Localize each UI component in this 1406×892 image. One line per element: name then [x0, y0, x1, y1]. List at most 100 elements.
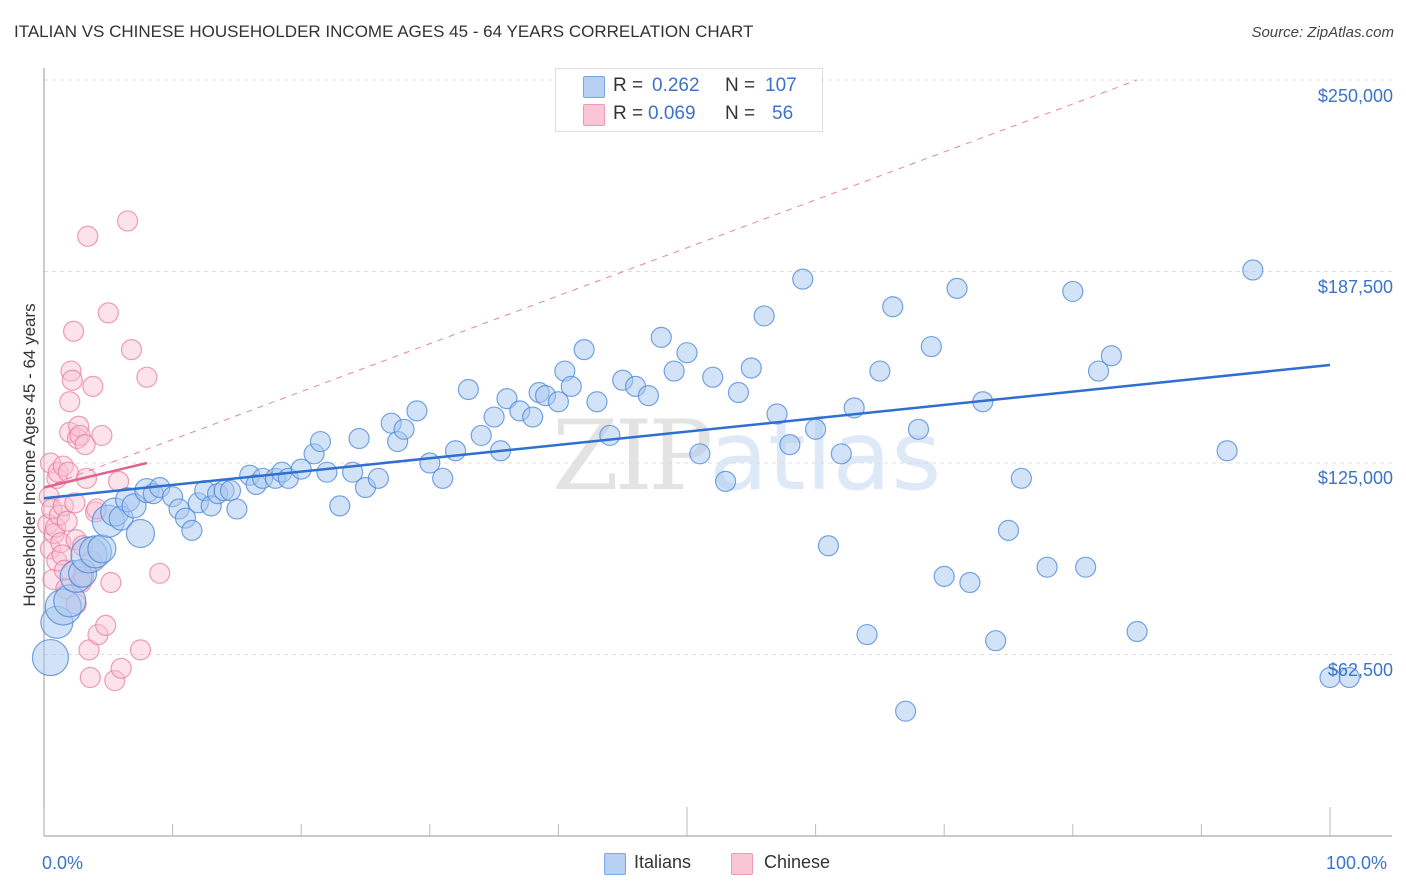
y-tick-187500: $187,500: [1317, 277, 1393, 297]
y-tick-250000: $250,000: [1317, 86, 1393, 106]
chinese-trend-dashed: [43, 79, 1138, 488]
chinese-point: [82, 375, 104, 397]
italian-point: [689, 443, 711, 465]
chinese-point: [77, 225, 99, 247]
italian-point: [432, 467, 454, 489]
italian-point: [329, 495, 351, 517]
chinese-trend-line: [43, 461, 148, 489]
series-legend: Italians Chinese: [0, 852, 1406, 876]
chinese-point: [110, 657, 132, 679]
chinese-point: [56, 510, 78, 532]
italian-point: [316, 461, 338, 483]
italian-point: [1242, 259, 1264, 281]
italian-point: [740, 357, 762, 379]
italians-r-value: 0.262: [652, 75, 700, 96]
italians-n-value: 107: [765, 75, 797, 96]
italian-point: [907, 418, 930, 440]
italian-point: [573, 339, 595, 361]
trend-lines: [43, 79, 1331, 500]
italian-point: [817, 535, 840, 557]
italian-point: [1075, 556, 1097, 578]
chinese-legend-swatch[interactable]: [731, 853, 753, 875]
italian-point: [1216, 440, 1238, 462]
italian-point: [547, 391, 570, 413]
italian-point: [444, 440, 467, 462]
italian-point: [406, 400, 428, 422]
italian-point: [470, 424, 492, 447]
chinese-point: [136, 366, 158, 388]
italian-point: [792, 268, 814, 290]
italian-point: [1036, 556, 1058, 578]
italian-point: [1338, 666, 1360, 689]
italian-point: [856, 623, 878, 646]
italian-point: [1100, 345, 1122, 367]
italians-trend-line: [43, 363, 1331, 500]
italian-point: [727, 381, 750, 404]
italian-point: [946, 277, 968, 299]
italian-point: [181, 519, 203, 542]
chinese-point: [104, 669, 126, 692]
italian-point: [496, 388, 518, 410]
italian-point: [522, 406, 544, 428]
source-label: Source: ZipAtlas.com: [1251, 24, 1394, 41]
italians-legend-label[interactable]: Italians: [634, 852, 692, 872]
italians-swatch: [583, 76, 605, 98]
italian-point: [997, 519, 1020, 542]
italian-point: [87, 534, 117, 564]
chinese-point: [74, 434, 96, 456]
y-tick-125000: $125,000: [1317, 468, 1393, 488]
italian-point: [219, 479, 242, 502]
italian-point: [348, 427, 370, 450]
italian-points: [31, 259, 1360, 722]
italian-point: [650, 326, 672, 348]
chinese-point: [95, 614, 117, 636]
italian-point: [714, 470, 737, 492]
italian-point: [309, 430, 332, 453]
italian-point: [959, 571, 981, 594]
y-axis-title: Householder Income Ages 45 - 64 years: [20, 303, 39, 607]
chinese-point: [79, 666, 101, 689]
italian-point: [920, 335, 942, 358]
x-min-label: 0.0%: [42, 853, 84, 873]
italian-point: [1087, 360, 1110, 382]
italian-point: [1126, 620, 1148, 643]
italian-point: [457, 378, 479, 401]
chinese-swatch: [583, 104, 605, 126]
stats-legend: R = 0.262 N = 107 R = 0.069 N = 56: [555, 68, 823, 132]
legend-row-chinese: R = 0.069 N = 56: [556, 101, 822, 129]
italian-point: [933, 565, 955, 587]
italian-point: [766, 403, 788, 425]
italians-legend-swatch[interactable]: [604, 853, 626, 875]
chinese-point: [100, 571, 122, 594]
italian-point: [753, 305, 775, 327]
italian-point: [586, 391, 608, 413]
chinese-legend-label[interactable]: Chinese: [764, 852, 831, 872]
italian-point: [882, 296, 904, 318]
chinese-point: [61, 369, 83, 391]
axes: [43, 68, 1392, 837]
italian-point: [599, 424, 621, 447]
chinese-point: [129, 639, 152, 661]
italian-point: [367, 467, 389, 489]
italian-point: [676, 342, 698, 364]
gridlines: [44, 79, 1392, 655]
italian-point: [869, 360, 891, 382]
italian-point: [560, 375, 582, 397]
italian-point: [290, 458, 312, 480]
italian-point: [1010, 467, 1032, 489]
chinese-point: [97, 302, 119, 324]
chinese-n-value: 56: [772, 103, 794, 124]
italian-point: [830, 443, 852, 465]
chinese-point: [91, 424, 113, 447]
italian-point: [702, 366, 724, 388]
chinese-point: [60, 360, 82, 382]
italian-point: [779, 434, 801, 456]
chinese-point: [120, 339, 143, 361]
chinese-point: [59, 391, 81, 413]
italian-point: [393, 418, 415, 440]
italian-point: [804, 418, 827, 440]
chinese-point: [149, 562, 171, 584]
italian-point: [985, 630, 1007, 652]
x-max-label: 100.0%: [1326, 853, 1388, 873]
